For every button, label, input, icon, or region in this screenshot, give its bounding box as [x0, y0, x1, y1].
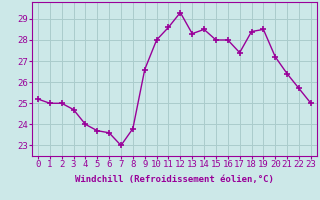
X-axis label: Windchill (Refroidissement éolien,°C): Windchill (Refroidissement éolien,°C) — [75, 175, 274, 184]
